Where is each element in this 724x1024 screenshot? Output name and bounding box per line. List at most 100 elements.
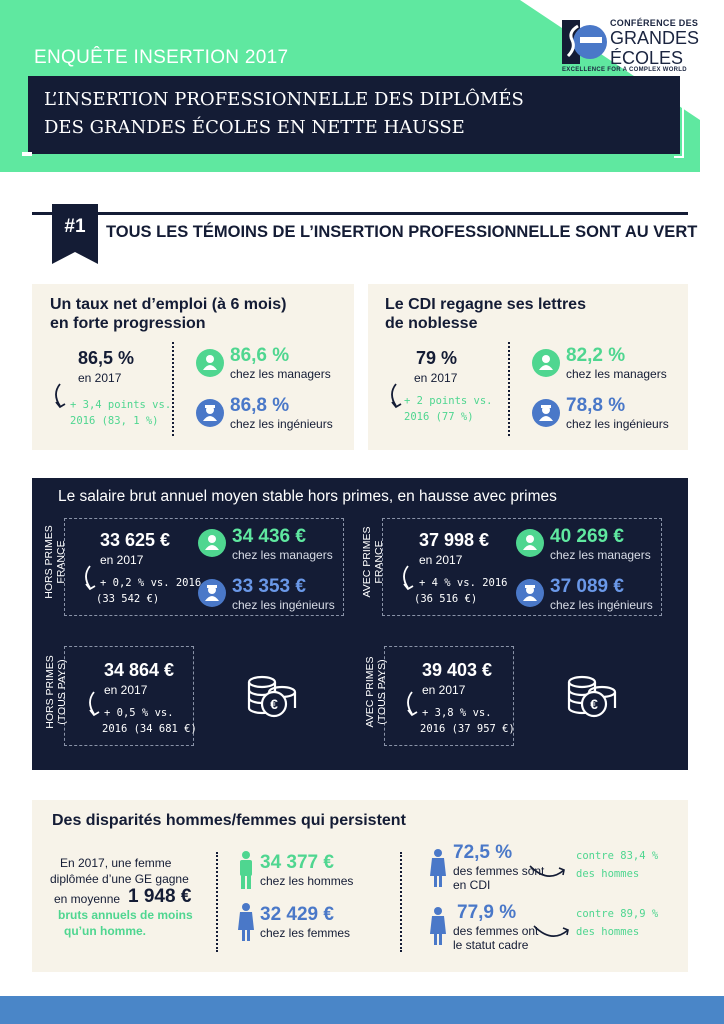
side-label-line1: HORS PRIMES [43,525,55,599]
gender-cdi-note-line2: des hommes [576,868,640,880]
header-title-box: L’INSERTION PROFESSIONNELLE DES DIPLÔMÉS… [28,76,680,154]
salary-ap-all-delta-line2: 2016 (37 957 €) [420,723,515,735]
salary-hp-france-delta-line2: (33 542 €) [96,593,160,605]
header-bracket-left [22,152,32,156]
cdi-managers-label: chez les managers [566,367,667,381]
employment-main-year: en 2017 [78,371,122,385]
gender-cadre-note-line1: contre 89,9 % [576,908,659,920]
cdi-engineers-label: chez les ingénieurs [566,417,669,431]
salary-ap-france-delta-line2: (36 516 €) [414,593,478,605]
gender-divider-1 [216,852,218,952]
gender-cdi-line2: en CDI [453,878,491,892]
gender-title: Des disparités hommes/femmes qui persist… [52,812,406,829]
salary-panel [32,478,688,770]
section-rule [32,212,688,215]
svg-text:€: € [270,696,278,712]
gender-cadre-line1: des femmes ont [453,924,539,938]
employment-divider [172,342,174,436]
salary-ap-france-managers-value: 40 269 € [550,526,624,547]
employment-delta-line1: + 3,4 points vs. [70,399,172,411]
gender-cdi-note-line1: contre 83,4 % [576,850,659,862]
gender-intro-line1: En 2017, une femme [60,856,172,870]
gender-divider-2 [400,852,402,952]
header-bracket-right [674,72,684,158]
manager-person-icon [203,355,217,370]
engineer-person-icon [203,405,217,421]
salary-hp-all-side-label: HORS PRIMES (TOUS PAYS) [44,642,68,742]
header-title-line1: L’INSERTION PROFESSIONNELLE DES DIPLÔMÉS [44,89,524,110]
salary-ap-france-engineers-value: 37 089 € [550,576,624,597]
salary-hp-france-managers-value: 34 436 € [232,526,306,547]
gender-intro-line4: bruts annuels de moins [58,908,193,922]
header-title-line2: DES GRANDES ÉCOLES EN NETTE HAUSSE [44,117,465,138]
cdi-delta-line1: + 2 points vs. [404,395,493,407]
gender-cadre-note-line2: des hommes [576,926,640,938]
side-label-line1: AVEC PRIMES [364,656,376,728]
employment-main-value: 86,5 % [78,348,135,368]
employment-managers-value: 86,6 % [230,345,290,366]
coins-euro-icon: € [247,675,297,718]
side-label-line2: FRANCE [55,540,67,584]
svg-text:€: € [590,696,598,712]
gender-cdi-line1: des femmes sont [453,864,545,878]
salary-ap-all-value: 39 403 € [422,660,493,680]
coins-euro-icon: € [567,675,617,718]
salary-hp-france-side-label: HORS PRIMES FRANCE [43,512,67,612]
salary-hp-france-box [64,518,344,616]
salary-ap-france-year: en 2017 [419,553,463,567]
logo-line3: ÉCOLES [610,48,684,68]
salary-hp-france-engineers-label: chez les ingénieurs [232,598,335,612]
gender-men-salary: 34 377 € [260,852,334,873]
cdi-delta-line2: 2016 (77 %) [404,411,474,423]
gender-cdi-value: 72,5 % [453,842,513,863]
gender-women-label: chez les femmes [260,926,351,940]
salary-ap-france-box [382,518,662,616]
cge-logo-icon [562,20,607,64]
cdi-managers-value: 82,2 % [566,345,626,366]
salary-hp-france-year: en 2017 [100,553,144,567]
logo-line2: GRANDES [610,28,700,48]
cdi-divider [508,342,510,436]
header-subtitle: ENQUÊTE INSERTION 2017 [34,47,289,68]
logo-line1: CONFÉRENCE DES [610,18,699,28]
engineer-person-icon [205,585,219,601]
salary-hp-france-managers-label: chez les managers [232,548,333,562]
salary-ap-france-delta-line1: + 4 % vs. 2016 [419,577,508,589]
manager-person-icon [539,355,553,370]
manager-person-icon [523,535,537,550]
curved-arrow-icon [391,383,402,409]
employment-delta-line2: 2016 (83, 1 %) [70,415,159,427]
woman-figure-icon [430,907,446,945]
cdi-title-line1: Le CDI regagne ses lettres [385,296,586,313]
header-white-corner [520,0,724,172]
salary-hp-france-engineers-value: 33 353 € [232,576,306,597]
salary-ap-france-managers-label: chez les managers [550,548,651,562]
curved-arrow-icon [85,565,96,591]
employment-engineers-label: chez les ingénieurs [230,417,333,431]
salary-ap-france-side-label: AVEC PRIMES FRANCE [361,512,385,612]
curved-arrow-icon [403,565,414,591]
side-label-line2: (TOUS PAYS) [376,659,388,725]
cdi-title-line2: de noblesse [385,315,478,332]
gender-intro-line3: en moyenne [54,892,121,906]
cge-logo: CONFÉRENCE DES GRANDES ÉCOLES EXCELLENCE… [560,16,710,78]
salary-hp-all-delta-line2: 2016 (34 681 €) [102,723,197,735]
section-number: #1 [64,216,86,237]
side-label-line2: (TOUS PAYS) [56,659,68,725]
gender-women-salary: 32 429 € [260,904,334,925]
salary-ap-all-year: en 2017 [422,683,466,697]
man-figure-icon [240,851,252,889]
salary-ap-all-box [384,646,514,746]
side-label-line1: HORS PRIMES [44,655,56,729]
employment-engineers-value: 86,8 % [230,395,290,416]
woman-figure-icon [430,849,446,887]
section-badge-bookmark [52,204,98,264]
salary-hp-all-box [64,646,194,746]
salary-ap-all-side-label: AVEC PRIMES (TOUS PAYS) [364,642,388,742]
salary-hp-france-value: 33 625 € [100,530,171,550]
salary-hp-all-value: 34 864 € [104,660,175,680]
employment-card [32,284,354,450]
gender-cadre-line2: le statut cadre [453,938,529,952]
salary-ap-france-value: 37 998 € [419,530,490,550]
curved-arrow-icon [529,865,565,877]
